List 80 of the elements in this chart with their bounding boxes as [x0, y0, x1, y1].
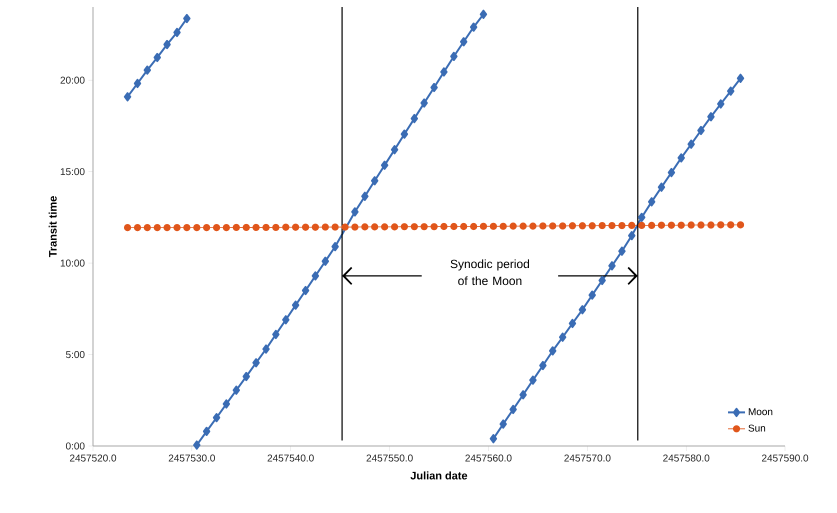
- point: [331, 242, 339, 252]
- point: [430, 82, 438, 92]
- point: [480, 10, 488, 19]
- point: [470, 22, 478, 32]
- point: [678, 153, 685, 163]
- point: [727, 86, 734, 96]
- point: [351, 207, 359, 216]
- x-tick-label: 2457570.0: [564, 454, 611, 462]
- y-axis-title: Transit time: [48, 196, 57, 258]
- point: [202, 426, 210, 436]
- point: [638, 212, 646, 222]
- point: [282, 315, 290, 324]
- point: [460, 37, 468, 46]
- point: [529, 376, 537, 385]
- point: [173, 28, 181, 38]
- point: [558, 332, 566, 342]
- point: [292, 300, 300, 310]
- point: [707, 112, 715, 122]
- point: [222, 399, 230, 409]
- point: [400, 130, 408, 139]
- point: [736, 74, 744, 83]
- point: [252, 358, 260, 368]
- y-tick-label: 15:00: [60, 168, 85, 176]
- point: [420, 98, 428, 108]
- point: [490, 434, 498, 444]
- point: [302, 286, 310, 296]
- y-tick-label: 0:00: [66, 442, 85, 450]
- point: [548, 346, 556, 356]
- point: [134, 78, 142, 88]
- x-tick-label: 2457530.0: [168, 454, 215, 462]
- point: [154, 52, 161, 62]
- point: [440, 67, 448, 77]
- point: [370, 176, 378, 186]
- annotation: Synodic period of the Moon: [450, 259, 530, 286]
- x-tick-label: 2457580.0: [663, 454, 710, 462]
- point: [163, 40, 171, 50]
- point: [450, 52, 458, 61]
- point: [628, 231, 636, 240]
- point: [232, 386, 240, 395]
- point: [598, 276, 606, 286]
- point: [322, 256, 330, 266]
- point: [183, 14, 191, 24]
- point: [410, 114, 418, 124]
- point: [578, 305, 586, 314]
- x-tick-label: 2457560.0: [465, 454, 512, 462]
- x-axis-title: Julian date: [410, 471, 468, 480]
- point: [717, 99, 724, 109]
- point: [262, 344, 270, 354]
- x-tick-label: 2457590.0: [762, 454, 808, 462]
- point: [242, 372, 250, 382]
- point: [124, 92, 132, 102]
- point: [380, 160, 388, 170]
- x-tick-label: 2457550.0: [366, 454, 413, 462]
- point: [539, 360, 547, 370]
- point: [361, 192, 369, 201]
- legend-label: Sun: [748, 424, 766, 432]
- y-tick-label: 20:00: [60, 76, 85, 84]
- point: [568, 318, 576, 328]
- y-tick-label: 10:00: [60, 260, 85, 267]
- x-tick-label: 2457540.0: [268, 454, 314, 462]
- point: [519, 390, 527, 400]
- point: [658, 182, 666, 192]
- point: [500, 419, 507, 429]
- point: [588, 290, 596, 300]
- point: [509, 404, 517, 414]
- point: [390, 145, 398, 154]
- x-tick-label: 2457520.0: [70, 454, 116, 462]
- point: [212, 413, 220, 422]
- point: [272, 330, 280, 340]
- point: [668, 168, 676, 178]
- y-tick-label: 5:00: [66, 351, 85, 358]
- point: [193, 440, 200, 450]
- point: [608, 261, 616, 270]
- point: [144, 66, 152, 75]
- point: [697, 126, 705, 136]
- legend-label: Moon: [748, 408, 772, 416]
- point: [648, 197, 656, 206]
- point: [687, 140, 695, 149]
- point: [618, 246, 626, 256]
- point: [312, 271, 320, 280]
